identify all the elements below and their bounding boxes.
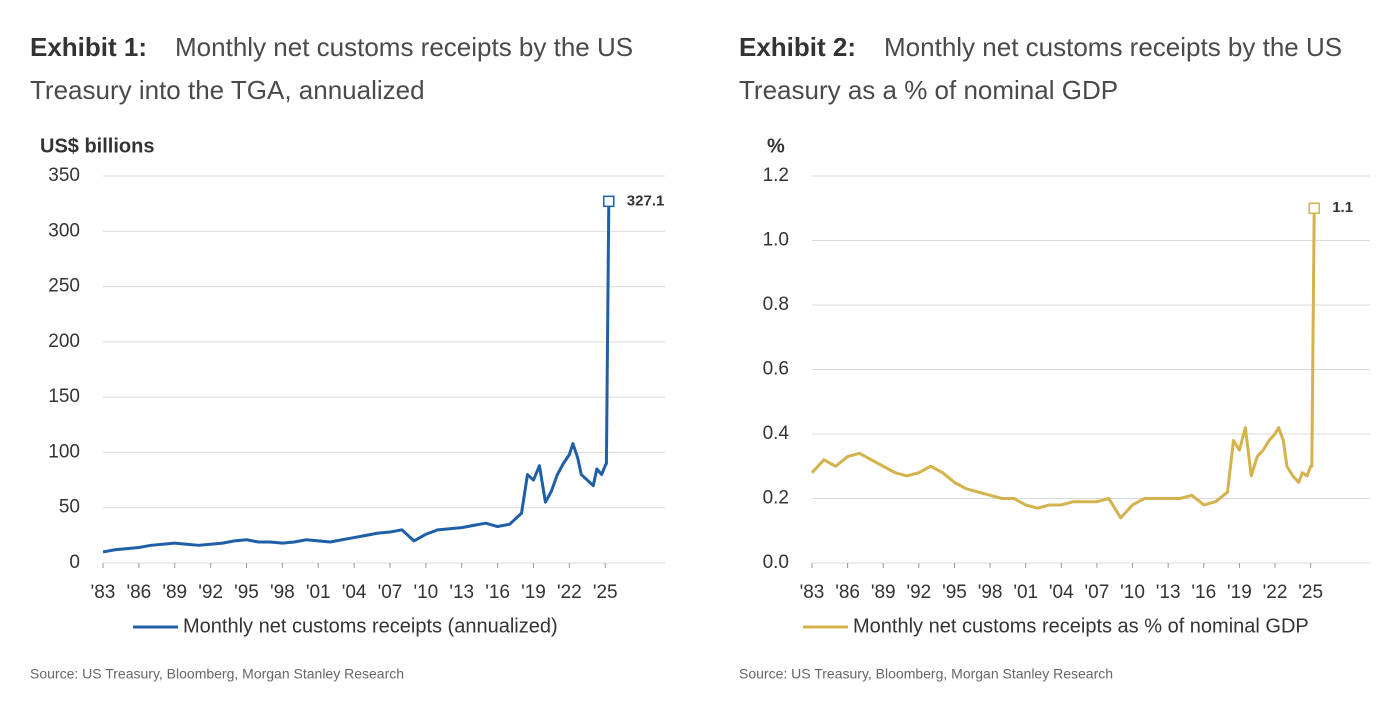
y-tick-label: 50 <box>59 497 80 518</box>
x-tick-label: '89 <box>871 582 896 603</box>
y-tick-label: 350 <box>48 165 80 186</box>
line-series <box>810 208 1316 520</box>
x-tick-label: '19 <box>1227 582 1252 603</box>
x-tick-label: '98 <box>270 582 295 603</box>
x-tick-label: '25 <box>1298 582 1323 603</box>
panel: Exhibit 2: Monthly net customs receipts b… <box>709 0 1398 704</box>
y-tick-label: 150 <box>48 386 80 407</box>
source-note: Source: US Treasury, Bloomberg, Morgan S… <box>739 666 1113 682</box>
x-tick-label: '83 <box>800 582 825 603</box>
data-label: 327.1 <box>627 192 665 209</box>
y-tick-label: 0.0 <box>763 552 789 573</box>
x-tick-label: '04 <box>1049 582 1074 603</box>
x-tick-label: '86 <box>126 582 151 603</box>
legend-label: Monthly net customs receipts (annualized… <box>183 615 558 637</box>
y-tick-label: 1.0 <box>763 230 789 251</box>
line-series <box>102 201 611 554</box>
end-marker <box>603 195 615 208</box>
title-text: Monthly net customs receipts by the US T… <box>30 32 634 105</box>
x-tick-label: '01 <box>1013 582 1038 603</box>
y-tick-label: 300 <box>48 220 80 241</box>
x-tick-label: '13 <box>1156 582 1181 603</box>
y-tick-label: 0.6 <box>763 359 789 380</box>
x-tick-label: '25 <box>593 582 618 603</box>
x-tick-label: '13 <box>449 582 474 603</box>
exhibit-label: Exhibit 2: <box>739 32 857 62</box>
panel: Exhibit 1: Monthly net customs receipts b… <box>0 0 689 704</box>
source-note: Source: US Treasury, Bloomberg, Morgan S… <box>30 666 404 682</box>
x-tick-label: '04 <box>342 582 367 603</box>
end-marker <box>1308 202 1320 214</box>
x-tick-label: '89 <box>162 582 187 603</box>
title-text: Monthly net customs receipts by the US T… <box>739 32 1343 105</box>
y-tick-label: 0 <box>69 552 80 573</box>
x-tick-label: '98 <box>978 582 1003 603</box>
x-tick-label: '16 <box>485 582 510 603</box>
x-tick-label: '83 <box>91 582 116 603</box>
y-tick-label: 200 <box>48 331 80 352</box>
x-tick-label: '95 <box>942 582 967 603</box>
y-tick-label: 250 <box>48 276 80 297</box>
exhibit-label: Exhibit 1: <box>30 32 148 62</box>
x-tick-label: '16 <box>1191 582 1216 603</box>
chart-title: Exhibit 1: Monthly net customs receipts b… <box>30 26 680 112</box>
y-tick-label: 0.8 <box>763 294 789 315</box>
x-tick-label: '22 <box>557 582 582 603</box>
x-tick-label: '07 <box>1085 582 1110 603</box>
x-tick-label: '01 <box>306 582 331 603</box>
x-tick-label: '07 <box>378 582 403 603</box>
legend-label: Monthly net customs receipts as % of nom… <box>853 615 1309 637</box>
x-tick-label: '10 <box>413 582 438 603</box>
y-tick-label: 1.2 <box>763 165 789 186</box>
chart: US$ billions 0 50 100 150 200 250 300 350 '83 '86 '… <box>30 135 665 682</box>
chart: % 0.0 0.2 0.4 0.6 0.8 1.0 1.2 '83 '86 '89 '92 '95 '98… <box>739 135 1370 682</box>
x-tick-label: '92 <box>906 582 931 603</box>
y-tick-label: 100 <box>48 441 80 462</box>
chart-title: Exhibit 2: Monthly net customs receipts b… <box>739 26 1389 112</box>
x-tick-label: '22 <box>1263 582 1288 603</box>
y-tick-label: 0.4 <box>763 423 790 444</box>
data-label: 1.1 <box>1332 199 1353 216</box>
x-tick-label: '92 <box>198 582 223 603</box>
x-tick-label: '10 <box>1120 582 1145 603</box>
x-tick-label: '95 <box>234 582 259 603</box>
x-tick-label: '86 <box>835 582 860 603</box>
x-tick-label: '19 <box>521 582 546 603</box>
y-axis-label: % <box>767 135 785 157</box>
y-axis-label: US$ billions <box>40 135 154 157</box>
y-tick-label: 0.2 <box>763 488 789 509</box>
